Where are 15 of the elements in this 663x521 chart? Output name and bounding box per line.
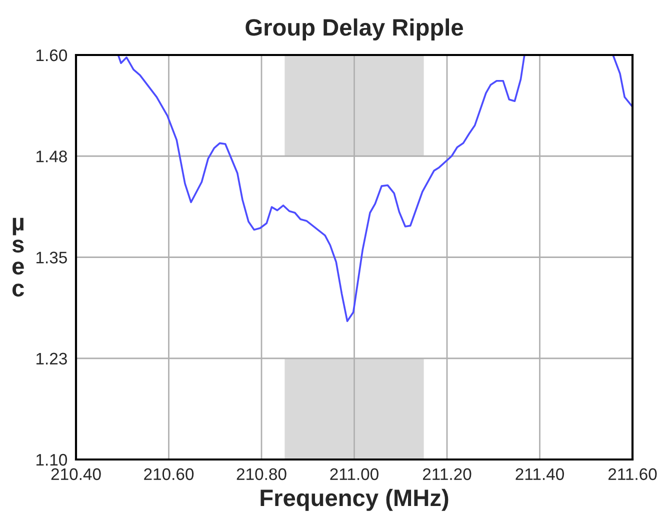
y-tick-label: 1.60	[36, 49, 68, 62]
x-tick-label: 210.60	[144, 468, 194, 480]
y-axis-title: µsec	[12, 218, 24, 297]
x-tick-label: 211.60	[608, 468, 657, 480]
y-tick-label: 1.10	[36, 454, 68, 466]
x-tick-label: 211.40	[516, 468, 564, 480]
y-tick-label: 1.48	[36, 150, 67, 162]
y-tick-label: 1.35	[36, 252, 67, 264]
x-tick-label: 210.80	[236, 468, 286, 480]
x-tick-label: 211.20	[422, 468, 472, 480]
y-tick-label: 1.23	[36, 352, 67, 365]
x-tick-label: 210.40	[51, 468, 101, 480]
x-tick-label: 211.00	[330, 468, 378, 480]
chart-title: Group Delay Ripple	[246, 18, 463, 40]
x-axis-title: Frequency (MHz)	[260, 488, 448, 511]
